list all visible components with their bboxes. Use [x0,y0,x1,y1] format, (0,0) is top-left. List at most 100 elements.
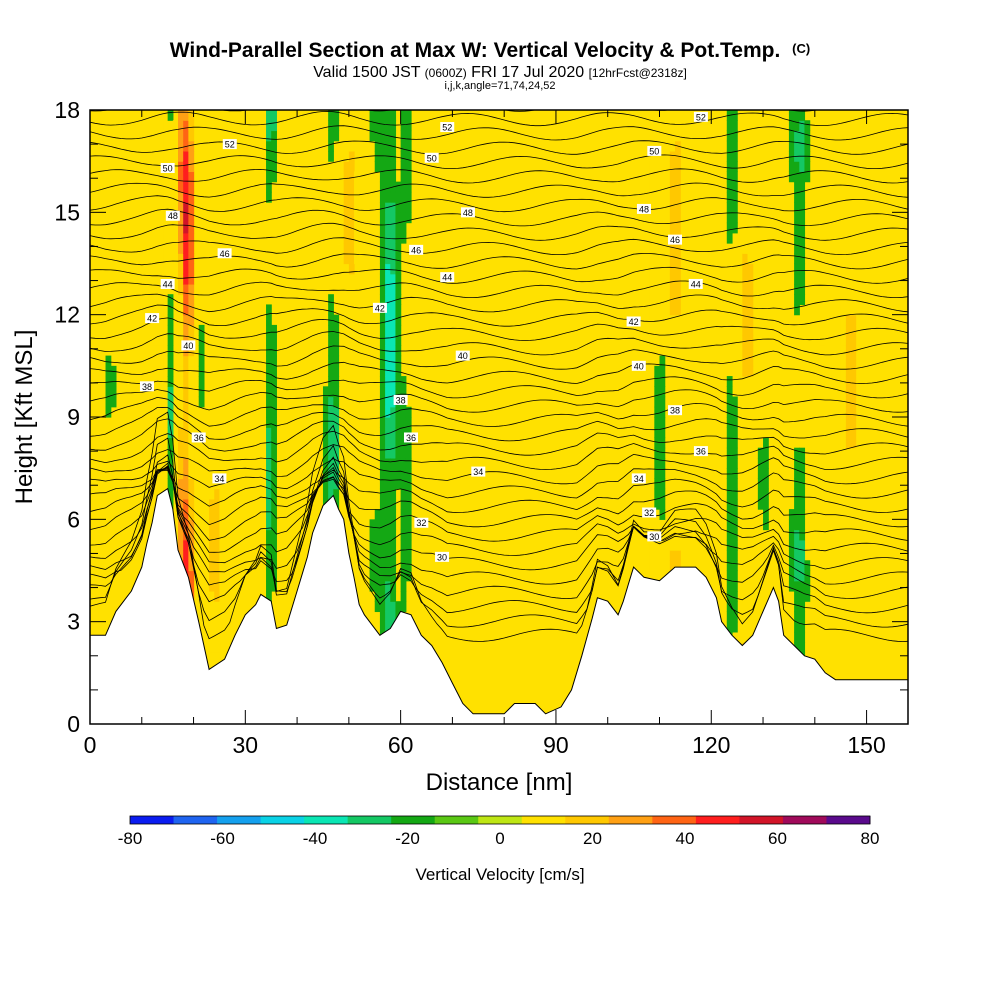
vv-cell [643,283,650,295]
vv-cell [188,529,195,541]
vv-cell [669,110,676,121]
vv-cell [654,396,661,408]
vv-cell [659,468,666,479]
vv-cell [271,478,277,490]
vv-cell [669,140,676,152]
vv-cell [271,560,277,572]
vv-cell [385,324,391,336]
contour-label: 44 [691,279,701,289]
vv-cell [379,110,386,121]
contour-label-bg [222,139,237,150]
contour-label-bg [460,207,475,218]
vv-cell [669,539,676,551]
vv-cell [224,550,231,561]
vv-cell [152,335,158,346]
vv-cell [105,386,112,398]
vv-cell [219,222,226,234]
vv-cell [643,171,650,183]
vv-cell [400,161,407,172]
vv-cell [400,570,407,582]
vv-cell [183,212,189,224]
contour-label: 32 [416,518,426,528]
vv-cell [742,202,749,213]
vv-cell [845,468,852,479]
vv-cell [188,457,195,469]
contour-label-bg [631,360,646,371]
vv-cell [374,110,381,121]
vv-cell [840,417,847,428]
contour-label: 38 [670,406,680,416]
vv-cell [385,191,391,203]
vv-cell [654,478,661,490]
vv-cell [328,427,334,439]
vv-cell [856,427,863,439]
vv-cell [110,386,117,398]
vv-cell [390,488,397,500]
vv-cell [214,580,221,592]
vv-cell [209,243,215,254]
vv-cell [209,539,215,551]
vv-cell [209,273,215,285]
vv-cell [157,130,164,142]
vv-cell [224,488,231,500]
vv-cell [379,560,386,572]
vv-cell [219,611,226,623]
vv-cell [669,202,676,213]
vv-cell [742,406,749,418]
vv-cell [178,457,184,469]
vv-cell [343,243,350,254]
vv-cell [157,161,164,172]
vv-cell [178,263,184,275]
vv-cell [203,181,210,193]
vv-cell [799,550,806,561]
vv-cell [203,150,210,162]
vv-cell [390,355,397,367]
vv-cell [395,437,402,449]
vv-cell [219,580,226,592]
vv-cell [669,488,676,500]
vv-cell [385,120,391,132]
vv-cell [219,120,226,132]
vv-cell [799,580,806,592]
vv-cell [271,376,277,387]
vv-cell [400,468,407,479]
vv-cell [788,539,795,551]
vv-cell [172,519,179,531]
contour-label-bg [409,244,424,255]
vv-cell [348,529,355,541]
vv-cell [390,457,397,469]
vv-cell [675,560,681,572]
isentrope-line [90,418,908,456]
vv-cell [794,498,800,510]
vv-cell [731,590,738,602]
vv-cell [348,294,355,306]
vv-cell [731,181,738,193]
vv-cell [183,130,189,142]
vv-cell [659,488,666,500]
vv-cell [840,345,847,357]
vv-cell [348,150,355,162]
vv-cell [379,130,386,142]
vv-cell [266,171,272,183]
vv-cell [209,457,215,469]
vv-cell [198,396,205,408]
vv-cell [840,447,847,459]
vv-cell [794,222,800,234]
vv-cell [178,140,184,152]
contour-label: 36 [194,433,204,443]
vv-cell [819,355,826,367]
vv-cell [266,386,272,398]
vv-cell [203,509,210,520]
vv-cell [219,590,226,602]
vv-cell [219,509,226,520]
colorbar-tick-label: 0 [495,829,504,848]
vv-cell [814,427,821,439]
vv-cell [726,427,733,439]
vv-cell [343,314,350,326]
vv-cell [385,243,391,254]
vv-cell [400,539,407,551]
vv-cell [379,232,386,244]
vv-cell [157,140,164,152]
vv-cell [669,294,676,306]
vv-cell [794,243,800,254]
